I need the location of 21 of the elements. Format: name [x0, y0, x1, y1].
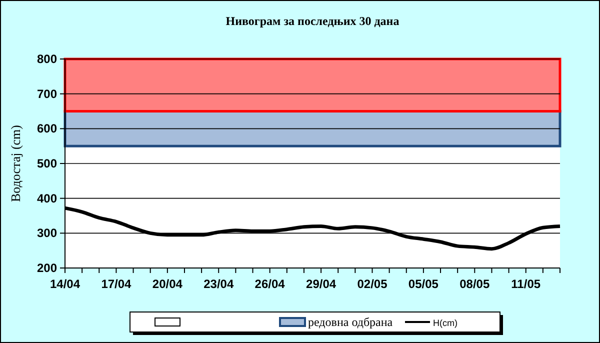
y-tick-label: 800 [36, 52, 58, 66]
y-tick-label: 300 [36, 226, 58, 240]
x-tick-label: 23/04 [204, 277, 234, 291]
legend-label: редовна одбрана [308, 315, 394, 329]
x-tick-label: 17/04 [101, 277, 132, 291]
y-tick-label: 500 [36, 156, 58, 170]
y-tick-label: 400 [36, 191, 58, 206]
y-tick-label: 200 [36, 261, 58, 275]
y-axis-title: Водостај (cm) [8, 124, 23, 202]
y-tick-label: 700 [36, 86, 58, 101]
x-tick-label: 14/04 [50, 277, 80, 291]
chart-title: Нивограм за последњих 30 дана [226, 14, 400, 28]
x-tick-label: 26/04 [254, 277, 286, 291]
x-tick-label: 29/04 [306, 277, 336, 291]
y-tick-label: 600 [36, 122, 58, 136]
x-tick-label: 05/05 [408, 277, 439, 291]
x-tick-label: 02/05 [357, 277, 388, 291]
legend-label: H(cm) [433, 318, 458, 328]
x-tick-label: 20/04 [152, 277, 183, 291]
x-tick-label: 08/05 [460, 277, 490, 291]
x-tick-label: 11/05 [511, 277, 541, 291]
